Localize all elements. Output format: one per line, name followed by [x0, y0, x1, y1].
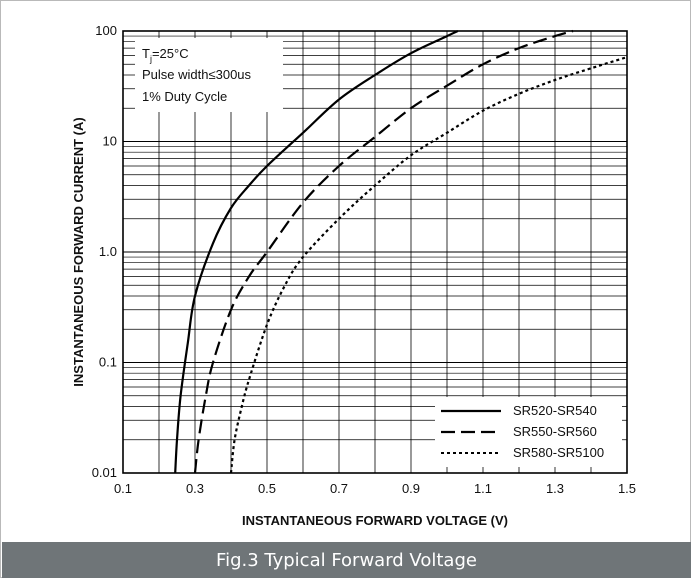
- x-tick-label: 1.5: [618, 481, 636, 496]
- forward-voltage-chart: 0.1 0.3 0.5 0.7 0.9 1.1 1.3 1.5 0.010.11.010100…: [71, 23, 636, 528]
- y-tick-labels: 0.01 0.1 1.0 10 100: [92, 23, 117, 480]
- x-tick-label: 1.1: [474, 481, 492, 496]
- x-tick-label: 0.7: [330, 481, 348, 496]
- y-tick-label: 10: [103, 134, 117, 149]
- figure-caption: Fig.3 Typical Forward Voltage: [2, 542, 691, 578]
- legend-series-3: SR580-SR5100: [513, 445, 604, 460]
- x-tick-label: 0.3: [186, 481, 204, 496]
- y-tick-label: 100: [95, 23, 117, 38]
- x-tick-label: 0.9: [402, 481, 420, 496]
- y-tick-label: 1.0: [99, 244, 117, 259]
- legend-series-1: SR520-SR540: [513, 403, 597, 418]
- y-axis-label: INSTANTANEOUS FORWARD CURRENT (A): [71, 117, 86, 386]
- x-tick-labels: 0.1 0.3 0.5 0.7 0.9 1.1 1.3 1.5: [114, 481, 636, 496]
- x-tick-label: 0.1: [114, 481, 132, 496]
- x-tick-label: 1.3: [546, 481, 564, 496]
- series-curves: [174, 29, 628, 474]
- series-line-1: [174, 29, 459, 474]
- plot-border: [122, 30, 628, 474]
- series-line-3: [229, 56, 628, 474]
- x-tick-label: 0.5: [258, 481, 276, 496]
- x-axis-label: INSTANTANEOUS FORWARD VOLTAGE (V): [242, 513, 508, 528]
- pulse-width-condition: Pulse width≤300us: [142, 67, 252, 82]
- temperature-condition: Tj=25°C: [142, 46, 189, 64]
- legend-series-2: SR550-SR560: [513, 424, 597, 439]
- y-tick-label: 0.01: [92, 465, 117, 480]
- legend: SR520-SR540 SR550-SR560 SR580-SR5100: [435, 397, 622, 467]
- y-tick-label: 0.1: [99, 355, 117, 370]
- duty-cycle-condition: 1% Duty Cycle: [142, 89, 227, 104]
- conditions-annotation: Tj=25°C Pulse width≤300us 1% Duty Cycle: [135, 38, 283, 112]
- plot-frame: [122, 30, 628, 474]
- series-line-2: [193, 29, 574, 474]
